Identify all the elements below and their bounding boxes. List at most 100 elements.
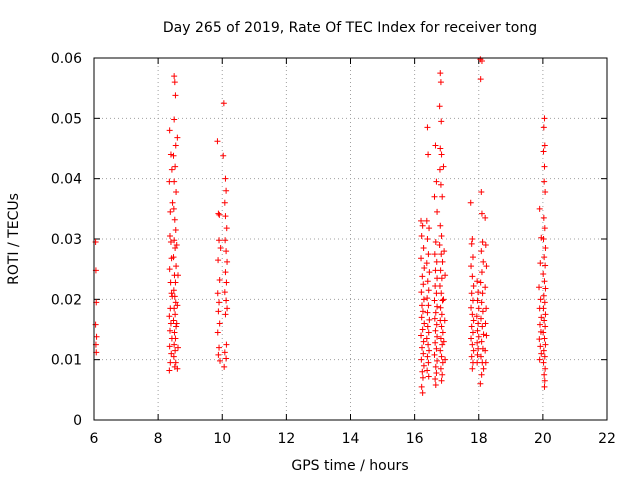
data-point <box>419 273 426 280</box>
data-point <box>541 377 548 384</box>
data-point <box>432 327 439 334</box>
data-point <box>170 287 177 294</box>
data-point <box>425 329 432 336</box>
data-point <box>419 326 426 333</box>
data-point <box>166 367 173 374</box>
data-point <box>438 353 445 360</box>
data-point <box>482 347 489 354</box>
data-point <box>171 116 178 123</box>
data-point <box>540 236 547 242</box>
data-point <box>477 76 484 83</box>
data-point <box>478 58 485 65</box>
data-point <box>221 199 228 206</box>
data-point <box>442 356 449 363</box>
data-point <box>439 297 446 304</box>
data-point <box>480 331 487 338</box>
y-tick-label: 0 <box>73 413 82 429</box>
x-tick-label: 20 <box>534 431 552 447</box>
data-point <box>537 343 544 350</box>
data-point <box>424 295 431 302</box>
data-point <box>217 245 224 252</box>
data-point <box>438 275 445 282</box>
data-point <box>439 193 446 200</box>
data-point <box>167 320 174 327</box>
data-point <box>418 289 425 296</box>
data-point <box>418 217 425 224</box>
data-point <box>168 290 175 297</box>
data-point <box>441 248 448 255</box>
data-point <box>221 363 228 370</box>
data-point <box>432 382 439 389</box>
data-point <box>438 232 445 239</box>
data-point <box>93 333 100 340</box>
data-point <box>171 293 178 300</box>
data-point <box>541 178 548 185</box>
data-point <box>419 308 426 315</box>
data-point <box>541 317 548 324</box>
data-point <box>175 344 182 351</box>
data-point <box>223 341 230 348</box>
data-point <box>432 339 439 346</box>
data-point <box>418 232 425 239</box>
data-point <box>439 359 446 366</box>
data-point <box>220 152 227 159</box>
data-point <box>474 327 481 334</box>
data-point <box>222 269 229 276</box>
data-point <box>482 320 489 327</box>
data-point <box>477 315 484 322</box>
data-point <box>424 236 431 242</box>
data-point <box>480 365 487 372</box>
data-points <box>92 56 549 396</box>
data-point <box>419 374 426 381</box>
data-point <box>171 79 178 86</box>
data-point <box>469 341 476 348</box>
data-point <box>418 344 425 351</box>
data-point <box>171 73 178 80</box>
data-point <box>434 303 441 310</box>
data-point <box>538 314 545 321</box>
data-point <box>174 134 181 141</box>
data-point <box>478 299 485 306</box>
data-point <box>483 263 490 270</box>
data-point <box>432 142 439 149</box>
data-point <box>540 329 547 336</box>
grid-lines <box>94 58 607 420</box>
data-point <box>434 208 441 215</box>
data-point <box>174 302 181 309</box>
data-point <box>166 127 173 134</box>
data-point <box>217 357 224 364</box>
data-point <box>424 278 431 285</box>
data-point <box>418 255 425 262</box>
data-point <box>419 389 426 396</box>
data-point <box>436 166 443 173</box>
data-point <box>222 213 229 220</box>
data-point <box>437 70 444 77</box>
data-point <box>170 254 177 261</box>
x-tick-label: 8 <box>154 431 163 447</box>
data-point <box>174 365 181 372</box>
data-point <box>474 278 481 285</box>
data-point <box>541 278 548 285</box>
data-point <box>482 214 489 221</box>
data-point <box>478 371 485 378</box>
data-point <box>215 257 222 264</box>
axis-tick-labels: 6 8 10 12 14 16 18 20 22 0 0.01 0.02 0.03 0.04 0.05 0.0… <box>51 51 616 447</box>
data-point <box>172 279 179 286</box>
data-point <box>171 237 178 244</box>
data-point <box>482 359 489 366</box>
data-point <box>437 181 444 188</box>
x-tick-label: 14 <box>342 431 360 447</box>
data-point <box>423 260 430 267</box>
y-tick-label: 0.03 <box>51 232 82 248</box>
data-point <box>478 338 485 345</box>
data-point <box>541 254 548 261</box>
data-point <box>439 258 446 265</box>
data-point <box>424 309 431 316</box>
data-point <box>166 327 173 334</box>
data-point <box>167 239 174 246</box>
x-tick-label: 18 <box>470 431 488 447</box>
data-point <box>536 284 543 291</box>
data-point <box>223 187 230 194</box>
data-point <box>172 311 179 318</box>
